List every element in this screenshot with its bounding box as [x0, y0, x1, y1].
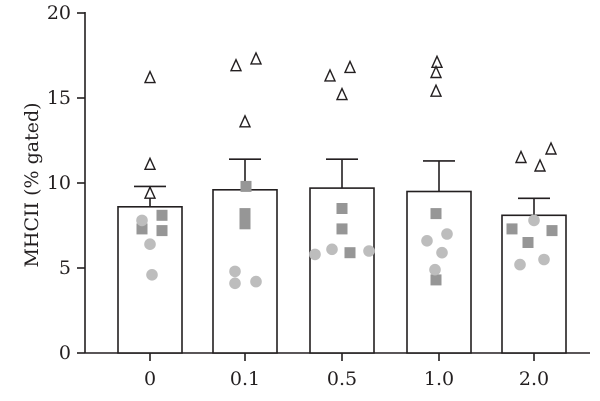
circle-point — [146, 269, 158, 281]
y-tick-label: 15 — [47, 87, 71, 109]
x-tick-label: 0.5 — [327, 368, 357, 390]
square-point — [156, 225, 168, 237]
triangle-point — [430, 54, 444, 69]
circle-point — [363, 245, 375, 257]
square-point — [506, 223, 518, 235]
square-point — [239, 218, 251, 230]
circle-point — [309, 248, 321, 261]
square-point — [239, 208, 251, 220]
triangle-point — [544, 141, 558, 155]
x-tick-label: 2.0 — [519, 368, 549, 390]
square-point — [336, 223, 348, 235]
triangle-point — [429, 64, 443, 79]
triangle-point — [143, 156, 157, 171]
triangle-point — [238, 114, 252, 128]
square-point — [546, 225, 558, 237]
triangle-point — [533, 158, 547, 172]
square-point — [430, 274, 442, 286]
triangle-point — [335, 86, 349, 101]
square-point — [344, 247, 356, 259]
y-tick-label: 20 — [47, 2, 71, 24]
tick-labels: 0 5 10 15 20 0 0.1 0.5 1.0 2.0 — [47, 2, 549, 390]
x-tick-label: 1.0 — [424, 368, 454, 390]
circle-point — [421, 235, 433, 247]
triangle-point — [143, 185, 157, 199]
circle-point — [136, 214, 148, 227]
triangle-point — [229, 58, 243, 72]
circle-point — [528, 214, 540, 227]
circle-point — [436, 246, 448, 259]
circle-point — [250, 275, 262, 288]
triangle-point — [343, 59, 357, 74]
square-point — [430, 208, 442, 220]
circle-point — [538, 253, 550, 266]
y-tick-label: 5 — [59, 257, 71, 279]
square-point — [156, 209, 168, 221]
triangle-point — [249, 51, 263, 65]
error-bars — [134, 158, 550, 216]
y-tick-label: 10 — [47, 172, 71, 194]
bar — [501, 214, 567, 354]
x-tick-label: 0 — [144, 368, 156, 390]
square-point — [336, 203, 348, 214]
triangle-point — [323, 68, 337, 82]
square-point — [240, 180, 252, 192]
y-tick-label: 0 — [59, 342, 71, 364]
triangle-point — [429, 83, 443, 97]
data-points — [136, 51, 558, 290]
circle-point — [326, 243, 338, 256]
square-point — [522, 237, 534, 248]
triangle-point — [514, 149, 528, 164]
circle-point — [229, 277, 241, 290]
circle-point — [144, 238, 156, 250]
y-axis-title: MHCII (% gated) — [21, 102, 43, 267]
x-tick-label: 0.1 — [230, 368, 260, 390]
square-point — [136, 223, 148, 235]
circle-point — [229, 265, 241, 278]
circle-point — [429, 263, 441, 276]
circle-point — [441, 228, 453, 240]
triangle-point — [143, 69, 157, 84]
circle-point — [514, 258, 526, 271]
